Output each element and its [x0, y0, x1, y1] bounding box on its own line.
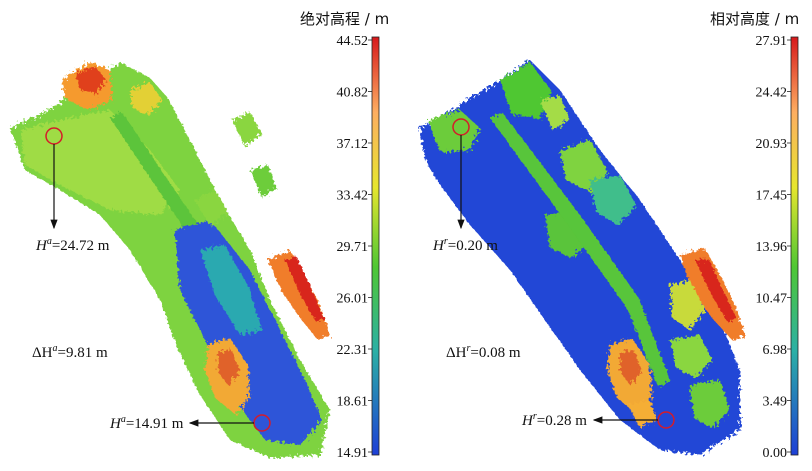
colorbar-tick-label: 3.49 — [763, 395, 788, 410]
right-annotations: Hr=0.20 m ΔHr=0.08 m Hr=0.28 m — [432, 118, 675, 429]
colorbar-tick-label: 26.01 — [337, 292, 369, 307]
right-colorbar-ticks: 27.91 24.42 20.93 17.45 13.96 10.47 6.98 3.49 0.… — [756, 34, 791, 461]
colorbar-tick-label: 22.31 — [337, 343, 369, 358]
left-colorbar-ticks: 44.52 40.82 37.12 33.42 29.71 26.01 22.31 18.61… — [337, 34, 372, 461]
colorbar-tick-label: 24.42 — [756, 86, 788, 101]
left-colorbar-bar — [371, 36, 380, 456]
left-delta-label: ΔHa=9.81 m — [32, 343, 108, 361]
colorbar-tick-label: 10.47 — [756, 292, 788, 307]
left-colorbar-title: 绝对高程 / m — [300, 10, 389, 28]
left-annotations: Ha=24.72 m ΔHa=9.81 m Ha=14.91 m — [32, 127, 271, 432]
colorbar-tick-label: 0.00 — [763, 446, 788, 461]
colorbar-tick-label: 27.91 — [756, 34, 788, 49]
right-top-label: Hr=0.20 m — [432, 236, 498, 254]
right-colorbar-bar — [790, 36, 799, 456]
right-delta-label: ΔHr=0.08 m — [446, 343, 521, 361]
colorbar-tick-label: 14.91 — [337, 446, 369, 461]
colorbar-tick-label: 20.93 — [756, 137, 788, 152]
right-colorbar: 相对高度 / m 27.91 24.42 20.93 17.45 13.96 10.47 6… — [710, 10, 799, 461]
left-bottom-label: Ha=14.91 m — [109, 414, 184, 432]
colorbar-tick-label: 18.61 — [337, 395, 369, 410]
colorbar-tick-label: 40.82 — [337, 86, 369, 101]
left-top-label: Ha=24.72 m — [35, 236, 110, 254]
colorbar-tick-label: 37.12 — [337, 137, 369, 152]
colorbar-tick-label: 6.98 — [763, 343, 788, 358]
colorbar-tick-label: 44.52 — [337, 34, 369, 49]
colorbar-tick-label: 33.42 — [337, 189, 369, 204]
right-bottom-label: Hr=0.28 m — [521, 411, 587, 429]
left-point-cloud — [10, 62, 330, 458]
left-colorbar: 绝对高程 / m 44.52 40.82 37.12 33.42 29.71 26.01 2… — [300, 10, 389, 461]
colorbar-tick-label: 17.45 — [756, 189, 788, 204]
right-point-cloud — [420, 60, 745, 455]
colorbar-tick-label: 13.96 — [756, 240, 788, 255]
right-colorbar-title: 相对高度 / m — [710, 10, 799, 28]
colorbar-tick-label: 29.71 — [337, 240, 369, 255]
